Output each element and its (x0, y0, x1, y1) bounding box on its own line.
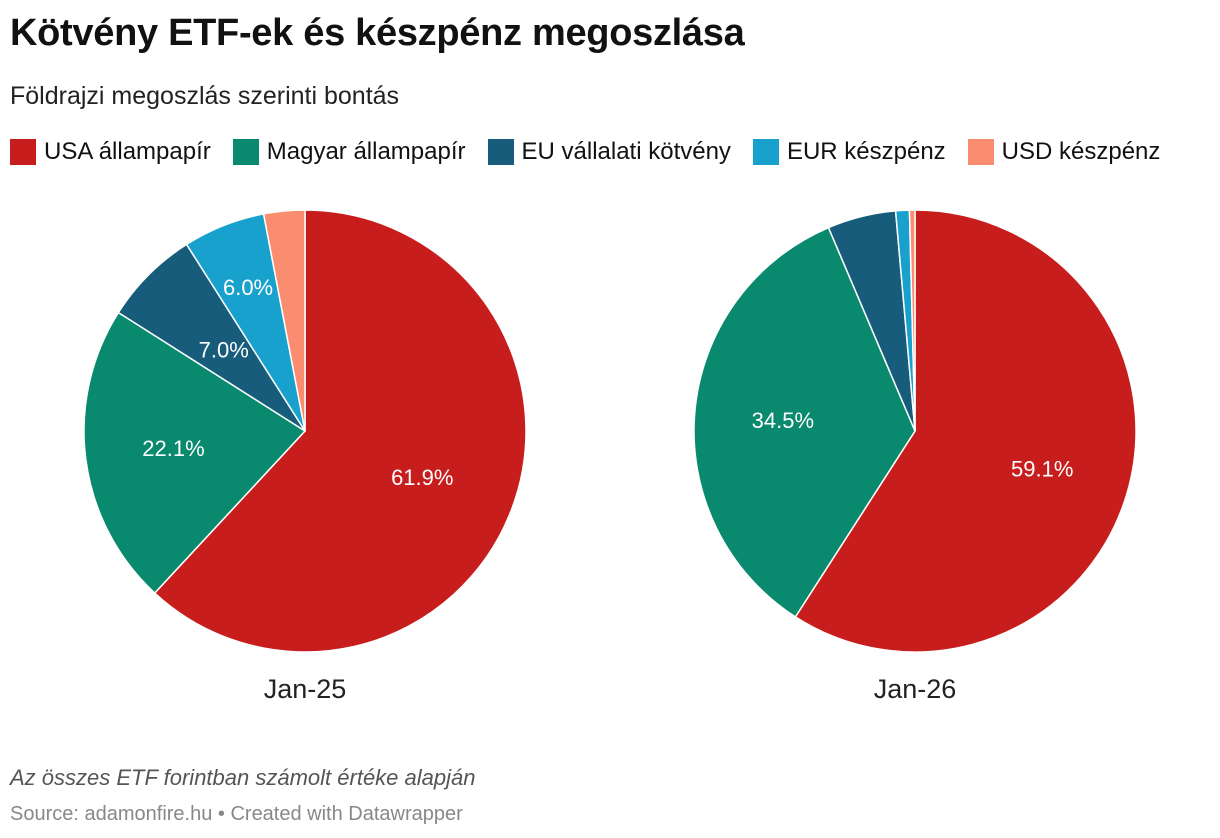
pie-2: 59.1% 34.5% Jan-26 (693, 209, 1137, 704)
pie-slice (153, 209, 527, 653)
legend-swatch (752, 139, 779, 165)
legend-swatch (967, 139, 994, 165)
pie-slice (83, 311, 307, 595)
slice-label: 6.0% (223, 275, 273, 300)
legend-label: EUR készpénz (786, 138, 946, 165)
pie-slice (693, 226, 916, 618)
legend-label: Magyar állampapír (266, 138, 466, 165)
legend: USA állampapír Magyar állampapír EU váll… (10, 138, 1160, 166)
legend-item-usd: USD készpénz (967, 138, 1161, 166)
pie-caption: Jan-25 (264, 674, 347, 704)
slice-label: 22.1% (142, 436, 204, 461)
pie-slice (794, 209, 1137, 653)
legend-item-eur: EUR készpénz (752, 138, 946, 166)
pie-charts: 61.9% 22.1% 7.0% 6.0% Jan-25 59.1% 34.5% Jan-26 (83, 209, 1137, 704)
slice-label: 7.0% (199, 338, 249, 363)
legend-swatch (487, 139, 514, 165)
chart-title: Kötvény ETF-ek és készpénz megoszlása (10, 12, 745, 54)
pie-slice (908, 209, 916, 432)
slice-label: 61.9% (391, 465, 453, 490)
legend-swatch (232, 139, 259, 165)
legend-item-eu: EU vállalati kötvény (487, 138, 731, 166)
pie-slice (262, 209, 306, 432)
chart-source: Source: adamonfire.hu • Created with Dat… (10, 803, 463, 825)
legend-swatch (10, 139, 36, 165)
legend-label: USD készpénz (1001, 138, 1161, 165)
chart-subtitle: Földrajzi megoszlás szerinti bontás (10, 82, 400, 110)
chart-note: Az összes ETF forintban számolt értéke a… (10, 765, 476, 790)
legend-label: USA állampapír (44, 138, 211, 165)
slice-label: 34.5% (752, 408, 814, 433)
slice-label: 59.1% (1011, 456, 1073, 481)
pie-caption: Jan-26 (874, 674, 957, 704)
legend-item-magyar: Magyar állampapír (232, 138, 466, 166)
legend-label: EU vállalati kötvény (521, 138, 731, 165)
legend-item-usa: USA állampapír (10, 138, 211, 166)
pie-1: 61.9% 22.1% 7.0% 6.0% Jan-25 (83, 209, 527, 704)
